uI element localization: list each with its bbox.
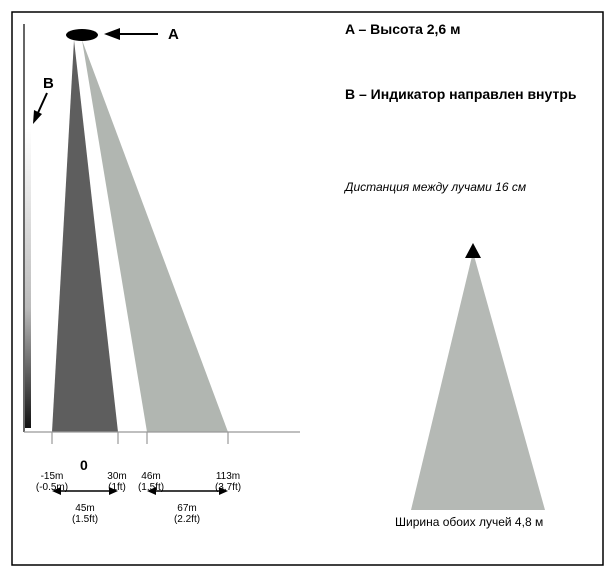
side-sensor xyxy=(465,243,481,258)
side-beam xyxy=(411,252,545,510)
arrow-head xyxy=(52,487,61,495)
tick-value-alt: (1.5ft) xyxy=(137,482,165,493)
tick-value: 30m xyxy=(107,471,127,482)
tick-value: -15m xyxy=(40,471,64,482)
tick-label: 113m (3.7ft) xyxy=(205,471,251,493)
span-value-alt: (2.2ft) xyxy=(173,514,201,525)
indicator-bar xyxy=(25,128,31,428)
beam-distance-note: Дистанция между лучами 16 см xyxy=(345,180,527,194)
arrow-head xyxy=(219,487,228,495)
beam-dark xyxy=(52,40,118,432)
height-description: A – Высота 2,6 м xyxy=(345,21,461,37)
sensor xyxy=(66,29,98,41)
tick-label: 46m (1.5ft) xyxy=(128,471,174,493)
tick-value-alt: (-0.5m) xyxy=(35,482,69,493)
span-value-alt: (1.5ft) xyxy=(71,514,99,525)
arrow-head xyxy=(147,487,156,495)
zero-label: 0 xyxy=(80,457,88,473)
b-pointer-line xyxy=(36,92,48,116)
span-label: 45m (1.5ft) xyxy=(62,503,108,525)
tick-value: 46m xyxy=(141,471,161,482)
diagram-border xyxy=(11,11,604,566)
span-value: 45m xyxy=(75,503,95,514)
arrow-head xyxy=(109,487,118,495)
tick-value: 113m xyxy=(215,471,241,482)
indicator-description: B – Индикатор направлен внутрь xyxy=(345,86,577,102)
marker-a-label: A xyxy=(168,26,179,43)
b-pointer-head xyxy=(33,110,42,124)
marker-b-label: B xyxy=(43,75,54,92)
tick-label: -15m (-0.5m) xyxy=(24,471,80,493)
beam-light xyxy=(82,40,228,432)
tick-value-alt: (1ft) xyxy=(108,482,126,493)
span-label: 67m (2.2ft) xyxy=(164,503,210,525)
span-value: 67m xyxy=(177,503,197,514)
a-pointer-head xyxy=(104,28,120,40)
tick-value-alt: (3.7ft) xyxy=(214,482,242,493)
tick-label: 30m (1ft) xyxy=(94,471,140,493)
beam-width-note: Ширина обоих лучей 4,8 м xyxy=(395,515,544,529)
